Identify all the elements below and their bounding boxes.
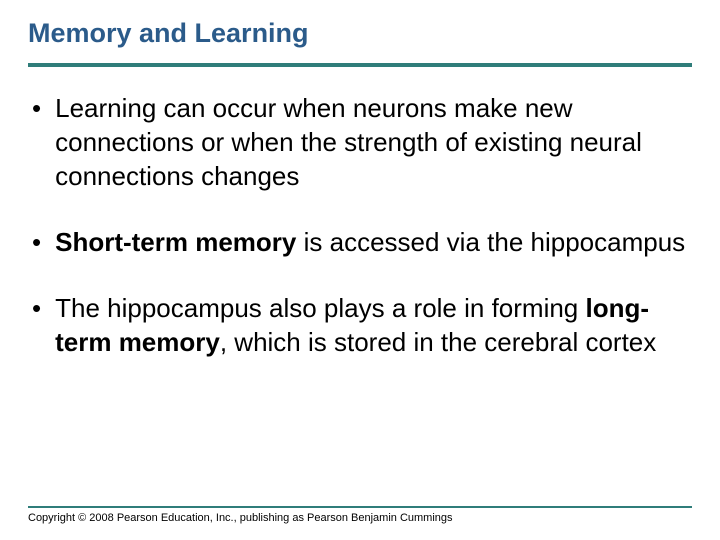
bullet-item: • Learning can occur when neurons make ne… [32, 91, 692, 193]
bullet-item: • The hippocampus also plays a role in fo… [32, 291, 692, 359]
title-divider [28, 63, 692, 67]
bullet-marker: • [32, 91, 41, 125]
bold-run: Short-term memory [55, 227, 296, 257]
bullet-text: The hippocampus also plays a role in for… [55, 291, 692, 359]
bullet-text: Learning can occur when neurons make new… [55, 91, 692, 193]
bullet-marker: • [32, 225, 41, 259]
bullet-marker: • [32, 291, 41, 325]
footer-divider [28, 506, 692, 508]
text-run: is accessed via the hippocampus [296, 227, 685, 257]
footer: Copyright © 2008 Pearson Education, Inc.… [28, 506, 692, 524]
bullet-item: • Short-term memory is accessed via the h… [32, 225, 692, 259]
text-run: The hippocampus also plays a role in for… [55, 293, 585, 323]
slide-container: Memory and Learning • Learning can occur … [0, 0, 720, 540]
bullet-list: • Learning can occur when neurons make ne… [28, 91, 692, 359]
bullet-text: Short-term memory is accessed via the hi… [55, 225, 692, 259]
slide-title: Memory and Learning [28, 18, 692, 49]
text-run: Learning can occur when neurons make new… [55, 93, 642, 191]
copyright-text: Copyright © 2008 Pearson Education, Inc.… [28, 512, 692, 524]
text-run: , which is stored in the cerebral cortex [220, 327, 656, 357]
